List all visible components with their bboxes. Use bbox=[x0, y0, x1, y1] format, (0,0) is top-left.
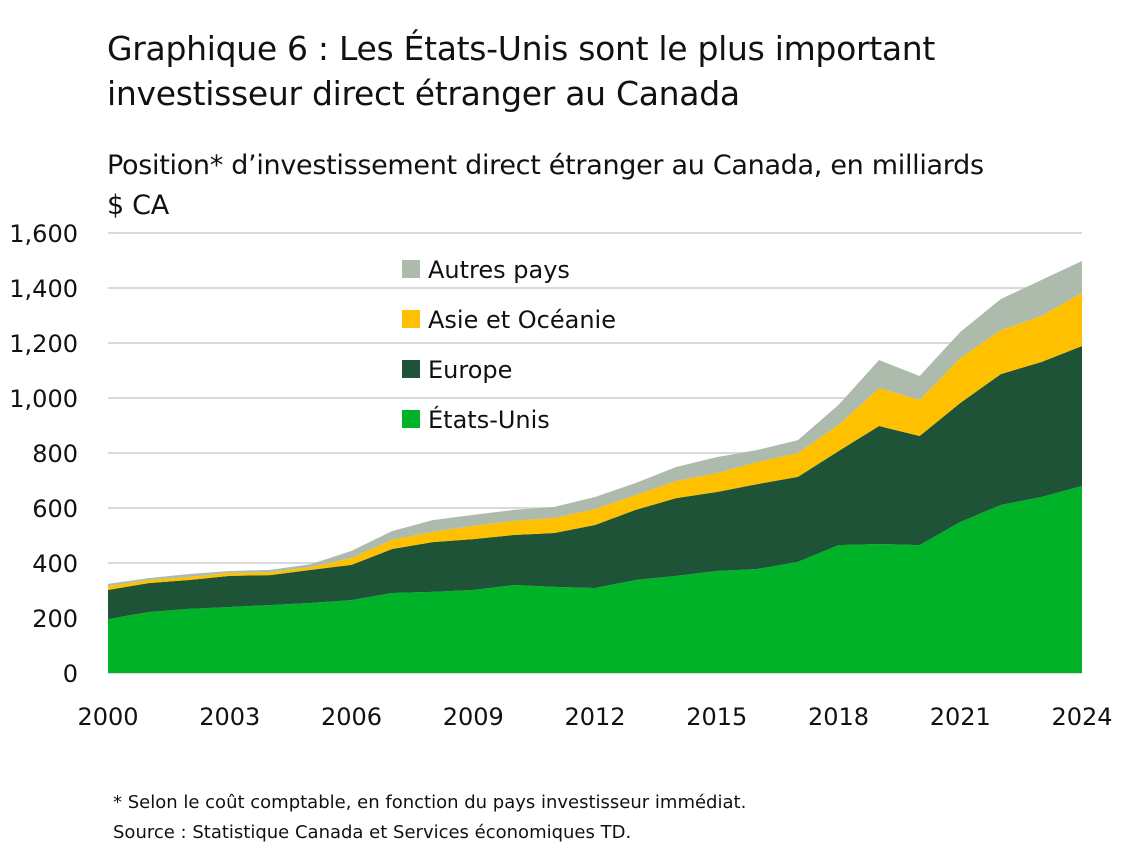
x-tick-label: 2000 bbox=[77, 703, 138, 731]
legend-swatch bbox=[402, 410, 420, 428]
y-tick-label: 600 bbox=[32, 495, 78, 523]
x-tick-label: 2009 bbox=[443, 703, 504, 731]
x-tick-label: 2024 bbox=[1051, 703, 1112, 731]
x-tick-label: 2012 bbox=[564, 703, 625, 731]
legend-label: Asie et Océanie bbox=[428, 306, 616, 334]
legend-swatch bbox=[402, 260, 420, 278]
y-tick-label: 200 bbox=[32, 605, 78, 633]
legend-item: Autres pays bbox=[402, 256, 570, 284]
x-tick-label: 2021 bbox=[930, 703, 991, 731]
footnote: * Selon le coût comptable, en fonction d… bbox=[113, 792, 747, 813]
y-tick-label: 1,000 bbox=[9, 385, 78, 413]
x-tick-label: 2006 bbox=[321, 703, 382, 731]
y-tick-label: 1,400 bbox=[9, 275, 78, 303]
y-tick-label: 1,200 bbox=[9, 330, 78, 358]
legend-label: États-Unis bbox=[428, 405, 550, 434]
legend-item: Europe bbox=[402, 356, 512, 384]
source-note: Source : Statistique Canada et Services … bbox=[113, 822, 632, 843]
y-tick-label: 0 bbox=[63, 660, 78, 688]
legend-label: Autres pays bbox=[428, 256, 570, 284]
legend-item: Asie et Océanie bbox=[402, 306, 616, 334]
x-tick-label: 2018 bbox=[808, 703, 869, 731]
x-tick-label: 2015 bbox=[686, 703, 747, 731]
chart-subtitle: Position* d’investissement direct étrang… bbox=[107, 150, 984, 221]
area-europe bbox=[108, 346, 1082, 620]
y-tick-label: 1,600 bbox=[9, 220, 78, 248]
legend-item: États-Unis bbox=[402, 405, 550, 434]
y-tick-label: 400 bbox=[32, 550, 78, 578]
legend-swatch bbox=[402, 360, 420, 378]
x-tick-label: 2003 bbox=[199, 703, 260, 731]
legend-swatch bbox=[402, 310, 420, 328]
y-tick-label: 800 bbox=[32, 440, 78, 468]
chart-title: Graphique 6 : Les États-Unis sont le plu… bbox=[107, 29, 936, 113]
legend-label: Europe bbox=[428, 356, 512, 384]
area--tats-unis bbox=[108, 486, 1082, 673]
